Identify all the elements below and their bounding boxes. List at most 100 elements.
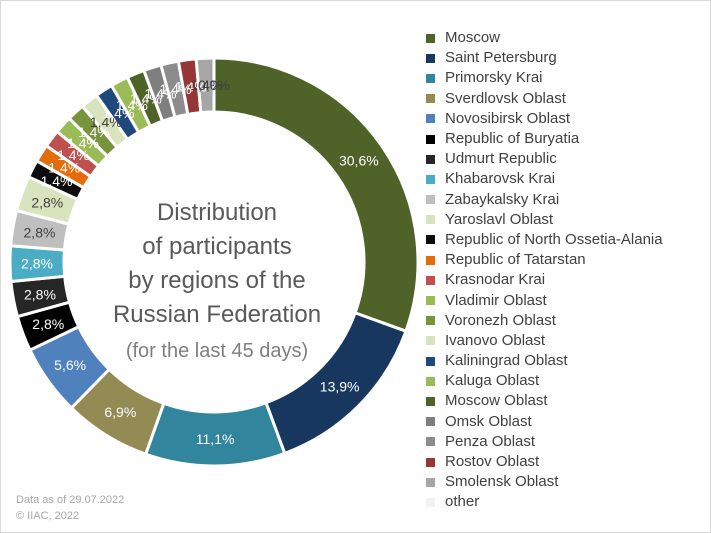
legend-label: Moscow Oblast: [445, 392, 548, 410]
slice-label-saint-petersburg: 13,9%: [320, 379, 360, 395]
slice-label-moscow-oblast: 1,4%: [130, 91, 162, 107]
legend-swatch: [426, 33, 435, 43]
legend-swatch: [426, 94, 435, 104]
slice-label-krasnodar-krai: 1,4%: [57, 147, 89, 163]
doughnut-slices: [8, 56, 420, 468]
slice-label-primorsky-krai: 11,1%: [196, 431, 235, 447]
legend-swatch: [426, 53, 435, 63]
legend-label: Saint Petersburg: [445, 49, 557, 67]
slice-label-ivanovo-oblast: 1,4%: [90, 114, 122, 130]
legend-label: Vladimir Oblast: [445, 291, 547, 309]
legend-item-republic-of-buryatia: Republic of Buryatia: [426, 129, 663, 149]
legend-item-republic-of-north-ossetia-alania: Republic of North Ossetia-Alania: [426, 230, 663, 250]
legend-item-smolensk-oblast: Smolensk Oblast: [426, 472, 663, 492]
legend-swatch: [426, 215, 435, 225]
legend-label: Yaroslavl Oblast: [445, 210, 554, 228]
legend-label: Zabaykalsky Krai: [445, 190, 560, 208]
slice-label-penza-oblast: 1,4%: [160, 81, 192, 97]
slice-label-zabaykalsky-krai: 2,8%: [24, 224, 56, 240]
legend-item-omsk-oblast: Omsk Oblast: [426, 412, 663, 432]
legend-item-penza-oblast: Penza Oblast: [426, 432, 663, 452]
title-line: Distribution: [156, 199, 278, 226]
legend-swatch: [426, 497, 435, 507]
slice-label-moscow: 30,6%: [339, 152, 379, 168]
legend-item-sverdlovsk-oblast: Sverdlovsk Oblast: [426, 89, 663, 109]
legend-label: Voronezh Oblast: [445, 311, 556, 329]
slice-label-udmurt-republic: 2,8%: [24, 286, 56, 302]
legend-label: Omsk Oblast: [445, 412, 532, 430]
legend-label: Rostov Oblast: [445, 453, 540, 471]
title-line: Russian Federation: [112, 301, 322, 328]
title-line: by regions of the: [128, 267, 306, 294]
legend-swatch: [426, 396, 435, 406]
slice-label-khabarovsk-krai: 2,8%: [21, 255, 53, 271]
slice-label-omsk-oblast: 1,4%: [145, 85, 177, 101]
title-line: of participants: [142, 233, 292, 260]
legend: Moscow Saint Petersburg Primorsky Krai Sver…: [426, 28, 663, 513]
legend-swatch: [426, 477, 435, 487]
data-date-note: Data as of 29.07.2022: [16, 494, 125, 506]
legend-swatch: [426, 316, 435, 326]
legend-label: Primorsky Krai: [445, 69, 543, 87]
copyright-note: © IIAC, 2022: [16, 510, 80, 522]
legend-swatch: [426, 356, 435, 366]
footnote: Data as of 29.07.2022 © IIAC, 2022: [16, 492, 124, 524]
legend-item-krasnodar-krai: Krasnodar Krai: [426, 270, 663, 290]
slice-label-sverdlovsk-oblast: 6,9%: [104, 404, 136, 420]
legend-swatch: [426, 73, 435, 83]
legend-swatch: [426, 275, 435, 285]
legend-label: Krasnodar Krai: [445, 271, 546, 289]
slice-label-smolensk-oblast: 1,4%: [190, 77, 222, 93]
slice-label-rostov-oblast: 1,4%: [175, 79, 207, 95]
legend-item-kaliningrad-oblast: Kaliningrad Oblast: [426, 351, 663, 371]
legend-label: Sverdlovsk Oblast: [445, 89, 566, 107]
slice-label-republic-of-buryatia: 2,8%: [32, 316, 64, 332]
slice-label-kaliningrad-oblast: 1,4%: [103, 105, 135, 121]
legend-label: Penza Oblast: [445, 432, 536, 450]
legend-item-udmurt-republic: Udmurt Republic: [426, 149, 663, 169]
legend-item-kaluga-oblast: Kaluga Oblast: [426, 371, 663, 391]
legend-item-khabarovsk-krai: Khabarovsk Krai: [426, 169, 663, 189]
legend-item-yaroslavl-oblast: Yaroslavl Oblast: [426, 210, 663, 230]
legend-item-ivanovo-oblast: Ivanovo Oblast: [426, 331, 663, 351]
legend-swatch: [426, 174, 435, 184]
slice-smolensk-oblast: [194, 56, 216, 115]
legend-swatch: [426, 437, 435, 447]
legend-swatch: [426, 195, 435, 205]
legend-item-primorsky-krai: Primorsky Krai: [426, 68, 663, 88]
legend-label: other: [445, 493, 480, 511]
legend-item-rostov-oblast: Rostov Oblast: [426, 452, 663, 472]
slice-label-vladimir-oblast: 1,4%: [67, 135, 99, 151]
legend-swatch: [426, 134, 435, 144]
legend-label: Udmurt Republic: [445, 150, 557, 168]
legend-label: Smolensk Oblast: [445, 473, 559, 491]
slice-label-republic-of-tatarstan: 1,4%: [48, 160, 80, 176]
legend-item-zabaykalsky-krai: Zabaykalsky Krai: [426, 190, 663, 210]
slice-label-kaluga-oblast: 1,4%: [116, 97, 148, 113]
legend-swatch: [426, 376, 435, 386]
legend-label: Kaluga Oblast: [445, 372, 540, 390]
legend-item-republic-of-tatarstan: Republic of Tatarstan: [426, 250, 663, 270]
legend-item-other: other: [426, 492, 663, 512]
legend-swatch: [426, 336, 435, 346]
slice-label-novosibirsk-oblast: 5,6%: [54, 357, 86, 373]
legend-item-moscow-oblast: Moscow Oblast: [426, 391, 663, 411]
legend-swatch: [426, 296, 435, 306]
slice-label-voronezh-oblast: 1,4%: [78, 124, 110, 140]
legend-label: Ivanovo Oblast: [445, 331, 546, 349]
legend-swatch: [426, 235, 435, 245]
chart-title: Distribution of participants by regions …: [92, 196, 342, 368]
slice-label-republic-of-north-ossetia-alania: 1,4%: [41, 173, 73, 189]
legend-item-vladimir-oblast: Vladimir Oblast: [426, 290, 663, 310]
legend-label: Novosibirsk Oblast: [445, 109, 571, 127]
legend-item-saint-petersburg: Saint Petersburg: [426, 48, 663, 68]
legend-swatch: [426, 114, 435, 124]
legend-label: Moscow: [445, 29, 501, 47]
legend-swatch: [426, 154, 435, 164]
legend-swatch: [426, 417, 435, 427]
slice-label-other: 0,0%: [198, 77, 230, 93]
legend-swatch: [426, 457, 435, 467]
legend-item-voronezh-oblast: Voronezh Oblast: [426, 311, 663, 331]
legend-item-moscow: Moscow: [426, 28, 663, 48]
